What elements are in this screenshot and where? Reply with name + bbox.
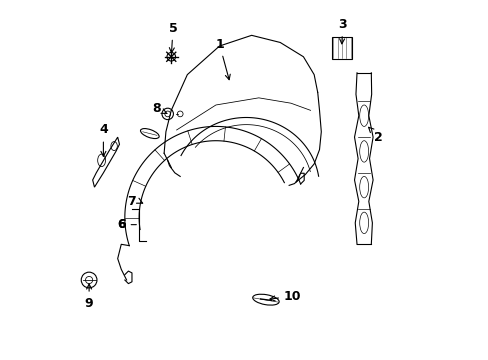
Text: 1: 1	[215, 38, 230, 80]
Text: 2: 2	[368, 127, 382, 144]
Text: 3: 3	[338, 18, 346, 44]
Text: 6: 6	[117, 218, 136, 231]
Text: 8: 8	[152, 102, 166, 115]
Text: 4: 4	[99, 123, 107, 156]
Text: 7: 7	[127, 195, 136, 208]
Text: 10: 10	[269, 289, 301, 303]
Text: 9: 9	[84, 284, 93, 310]
Text: 6: 6	[117, 218, 125, 231]
Text: 5: 5	[168, 22, 177, 53]
